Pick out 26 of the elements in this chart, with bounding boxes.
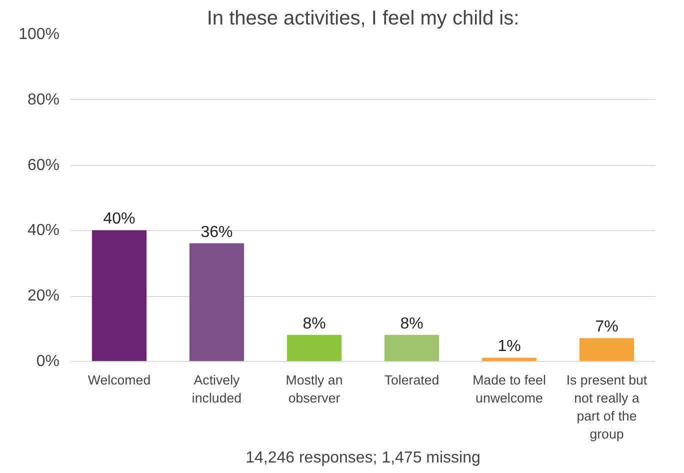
data-label: 7% [595, 318, 618, 336]
y-tick-label: 40% [27, 222, 60, 240]
bar [482, 358, 537, 362]
x-tick-label: Tolerated [384, 372, 440, 388]
data-label: 8% [400, 315, 424, 332]
data-label: 8% [302, 315, 326, 332]
data-label: 36% [200, 224, 233, 241]
bar [286, 334, 342, 362]
bar [579, 338, 634, 362]
bar [189, 243, 244, 362]
x-tick-label: Actively included [192, 372, 242, 406]
x-axis-title: 14,246 responses; 1,475 missing [246, 450, 480, 466]
x-tick-label: Made to feel unwelcome [472, 372, 546, 406]
y-tick-label: 100% [18, 26, 60, 43]
data-label: 40% [103, 210, 136, 228]
y-tick-label: 80% [27, 91, 60, 108]
chart-title: In these activities, I feel my child is: [206, 8, 520, 30]
x-tick-label: Is present but not really a part of the group [566, 372, 648, 442]
y-tick-label: 0% [36, 353, 60, 370]
bar [384, 334, 440, 362]
y-tick-label: 60% [27, 156, 60, 174]
y-tick-label: 20% [27, 288, 60, 305]
x-tick-label: Mostly an observer [286, 372, 343, 406]
data-label: 1% [498, 338, 521, 356]
x-tick-label: Welcomed [88, 372, 151, 388]
bar [92, 230, 147, 362]
